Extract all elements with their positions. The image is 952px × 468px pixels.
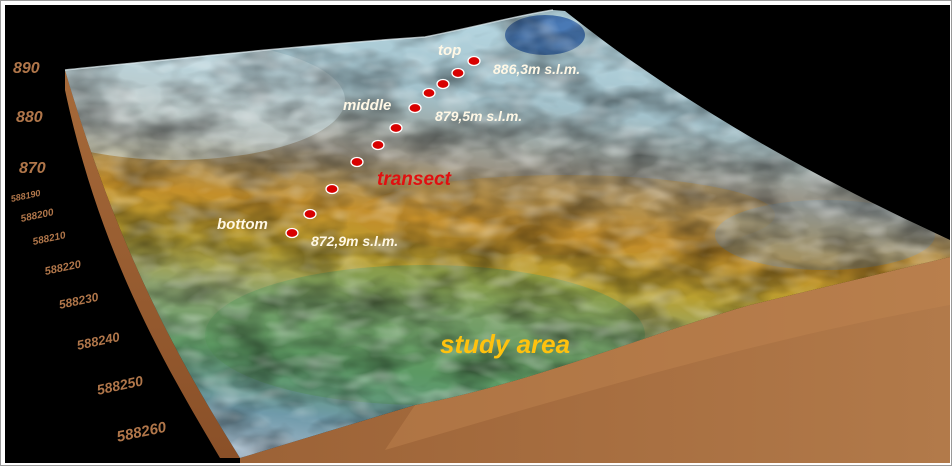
transect-markers: [285, 55, 481, 239]
transect-point: [371, 139, 385, 151]
bottom-point-elevation: 872,9m s.l.m.: [311, 233, 399, 249]
right-wall-shade: [385, 257, 950, 450]
transect-point-top: [467, 55, 481, 67]
right-wall: [240, 240, 950, 463]
top-point-elevation: 886,3m s.l.m.: [493, 61, 581, 77]
elevation-tick-label: 890: [13, 60, 40, 77]
elevation-tick-label: 870: [19, 160, 46, 177]
bottom-point-label: bottom: [217, 216, 268, 233]
terrain-svg: [5, 5, 950, 463]
elevation-tick-label: 880: [16, 109, 43, 126]
transect-point: [436, 78, 450, 90]
middle-point-elevation: 879,5m s.l.m.: [435, 108, 523, 124]
transect-point: [422, 87, 436, 99]
transect-point: [350, 156, 364, 168]
transect-point: [451, 67, 465, 79]
transect-point: [303, 208, 317, 220]
transect-point: [389, 122, 403, 134]
middle-point-label: middle: [343, 97, 392, 114]
transect-point-middle: [408, 102, 422, 114]
block-diagram: 890 880 870 588190 588200 588210 588220 …: [5, 5, 950, 463]
transect-label: transect: [377, 169, 451, 190]
transect-point: [325, 183, 339, 195]
transect-point-bottom: [285, 227, 299, 239]
study-area-label: study area: [440, 329, 571, 359]
top-point-label: top: [438, 42, 462, 59]
